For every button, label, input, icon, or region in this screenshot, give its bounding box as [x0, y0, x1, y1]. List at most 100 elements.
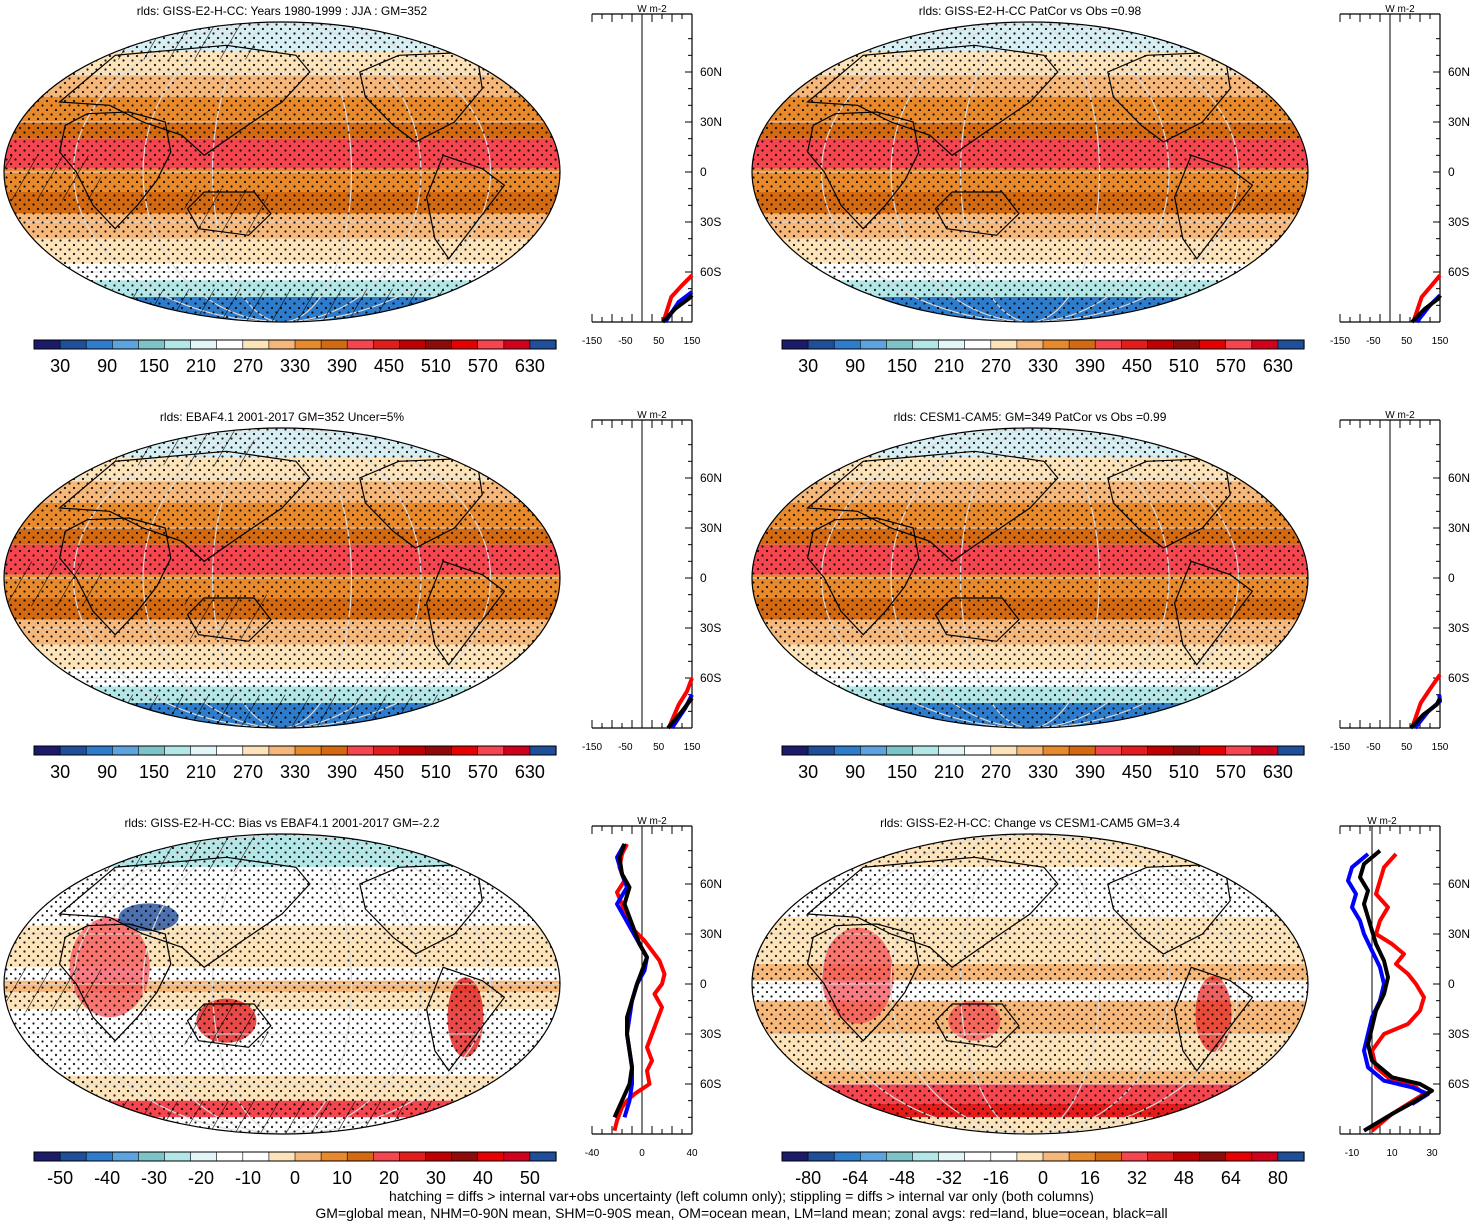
colorbar-swatch [138, 745, 166, 756]
zonal-x-tick-label: 50 [1401, 336, 1413, 347]
colorbar-frame [33, 339, 557, 350]
colorbar-swatch [59, 339, 87, 350]
colorbar-label: 64 [1221, 1168, 1241, 1188]
colorbar-swatch [938, 745, 966, 756]
zonal-lat-label: 0 [700, 165, 707, 179]
zonal-x-tick-label: 150 [1432, 336, 1449, 347]
colorbar-swatch [886, 1151, 914, 1162]
zonal-series-line [666, 696, 694, 730]
zonal-x-tick-label: -50 [1366, 336, 1381, 347]
colorbar-label: 30 [798, 762, 818, 782]
zonal-lat-label: 30S [1448, 1027, 1469, 1041]
colorbar-label: -48 [889, 1168, 915, 1188]
zonal-lat-label: 30N [1448, 927, 1470, 941]
colorbar-label: 16 [1080, 1168, 1100, 1188]
colorbar-swatch [1277, 1151, 1305, 1162]
colorbar-swatch [1094, 745, 1122, 756]
colorbar-swatch [1016, 1151, 1044, 1162]
stippling-overlay [752, 834, 1308, 1134]
zonal-series-line [1346, 852, 1430, 1106]
colorbar-swatch [1173, 745, 1201, 756]
colorbar-swatch [216, 339, 244, 350]
colorbar-swatch [451, 745, 479, 756]
colorbar-swatch [399, 1151, 427, 1162]
colorbar-swatch [477, 745, 505, 756]
colorbar-label: 330 [280, 762, 310, 782]
zonal-lat-label: 30S [700, 1027, 721, 1041]
colorbar-swatch [164, 339, 192, 350]
map-field [752, 22, 1308, 322]
colorbar-label: 210 [186, 762, 216, 782]
map-outline [751, 833, 1309, 1135]
colorbar-label: 150 [139, 356, 169, 376]
zonal-unit-label: W m-2 [637, 410, 667, 421]
colorbar-swatch [833, 745, 861, 756]
panel-6: rlds: GISS-E2-H-CC: Change vs CESM1-CAM5… [751, 816, 1470, 1188]
colorbar-label: 450 [374, 356, 404, 376]
hatching-overlay [4, 22, 255, 60]
colorbar-swatch [1042, 1151, 1070, 1162]
colorbar-swatch [138, 339, 166, 350]
zonal-series-line [1358, 849, 1434, 1133]
colorbar-label: -30 [141, 1168, 167, 1188]
colorbar-swatch [1068, 1151, 1096, 1162]
colorbar-swatch [1147, 339, 1175, 350]
zonal-series-line [612, 843, 667, 1132]
zonal-lat-label: 30S [1448, 621, 1469, 635]
colorbar-label: 30 [426, 1168, 446, 1188]
colorbar-label: 0 [1038, 1168, 1048, 1188]
zonal-x-tick-label: -150 [1330, 336, 1350, 347]
colorbar-swatch [190, 339, 218, 350]
zonal-lat-label: 60S [700, 265, 721, 279]
colorbar-swatch [1173, 1151, 1201, 1162]
colorbar-swatch [1068, 745, 1096, 756]
zonal-lat-label: 60S [1448, 671, 1469, 685]
hatching-overlay [184, 1000, 269, 1046]
footer-line-1: hatching = diffs > internal var+obs unce… [389, 1188, 1094, 1204]
colorbar-frame [781, 1151, 1305, 1162]
colorbar-frame [33, 1151, 557, 1162]
hatching-overlay [4, 1100, 560, 1134]
colorbar-swatch [346, 745, 374, 756]
zonal-series-line [661, 273, 694, 323]
colorbar-swatch [1121, 745, 1149, 756]
colorbar-swatch [112, 745, 140, 756]
stippling-overlay [4, 428, 560, 728]
zonal-x-tick-label: -150 [582, 336, 602, 347]
colorbar-swatch [1277, 339, 1305, 350]
hatching-overlay [4, 155, 102, 201]
colorbar-swatch [529, 745, 557, 756]
stippling-overlay [4, 22, 560, 322]
colorbar-label: -10 [235, 1168, 261, 1188]
colorbar-swatch [1173, 339, 1201, 350]
colorbar-swatch [1121, 339, 1149, 350]
zonal-x-tick-label: 150 [1432, 742, 1449, 753]
colorbar-swatch [1251, 745, 1279, 756]
colorbar-swatch [320, 1151, 348, 1162]
zonal-lat-label: 60S [1448, 265, 1469, 279]
continent-outline [481, 34, 522, 70]
colorbar-label: 510 [1169, 762, 1199, 782]
zonal-unit-label: W m-2 [637, 816, 667, 827]
colorbar-label: 90 [845, 762, 865, 782]
zonal-x-tick-label: -50 [618, 742, 633, 753]
stippling-overlay [752, 428, 1308, 728]
colorbar-swatch [33, 1151, 61, 1162]
colorbar-swatch [1251, 339, 1279, 350]
colorbar-swatch [138, 1151, 166, 1162]
colorbar-label: 390 [327, 356, 357, 376]
colorbar-swatch [529, 339, 557, 350]
colorbar-swatch [912, 339, 940, 350]
colorbar-swatch [886, 339, 914, 350]
colorbar-label: 570 [1216, 356, 1246, 376]
zonal-series-line [1411, 274, 1442, 323]
colorbar-label: 270 [981, 762, 1011, 782]
colorbar-swatch [1251, 1151, 1279, 1162]
colorbar-swatch [503, 339, 531, 350]
colorbar-swatch [990, 745, 1018, 756]
zonal-lat-label: 60N [1448, 65, 1470, 79]
colorbar-swatch [990, 1151, 1018, 1162]
colorbar-swatch [112, 1151, 140, 1162]
continent-outline [481, 846, 522, 882]
zonal-unit-label: W m-2 [1385, 4, 1415, 15]
